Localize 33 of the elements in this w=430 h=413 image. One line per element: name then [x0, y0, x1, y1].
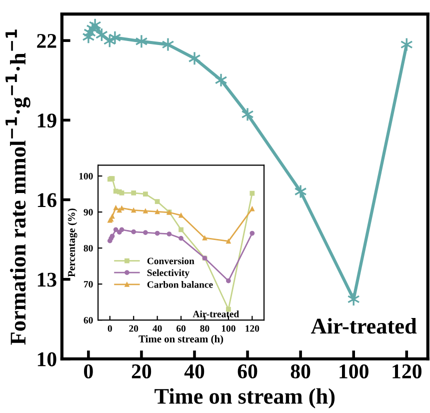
x-tick-label: 20	[129, 325, 138, 332]
annotation: Air-treated	[310, 318, 417, 334]
y-tick-label: 70	[84, 280, 93, 288]
x-axis-title: Time on stream (h)	[138, 335, 224, 345]
x-tick-label: 80	[290, 364, 310, 378]
x-tick-label: 80	[200, 325, 210, 332]
x-tick-label: 0	[84, 364, 93, 378]
x-tick-label: 100	[222, 325, 236, 332]
x-axis-title: Time on stream (h)	[154, 388, 335, 408]
x-tick-label: 60	[238, 364, 258, 378]
x-tick-label: 20	[132, 364, 152, 378]
y-tick-label: 19	[38, 114, 56, 128]
y-tick-label: 80	[84, 244, 93, 252]
x-tick-label: 120	[392, 364, 422, 378]
y-tick-label: 10	[38, 352, 56, 366]
legend-label: Carbon balance	[147, 281, 213, 288]
y-tick-label: 22	[37, 34, 56, 48]
y-tick-label: 90	[84, 208, 93, 216]
x-tick-label: 60	[176, 325, 186, 332]
y-tick-label: 13	[38, 272, 56, 287]
x-tick-label: 40	[184, 364, 204, 378]
legend-label: Selectivity	[147, 269, 190, 278]
y-axis-title: Formation rate mmol$^{−1}$·g$^{−1}$·h$^{−1}$	[6, 30, 30, 345]
y-tick-label: 16	[38, 193, 56, 208]
y-tick-label: 100	[79, 172, 93, 180]
annotation: Air-treated	[192, 310, 240, 318]
x-tick-label: 120	[246, 325, 260, 332]
y-axis-title: Percentage (%)	[68, 208, 78, 277]
x-tick-label: 0	[108, 325, 112, 332]
x-tick-label: 40	[152, 325, 162, 332]
x-tick-label: 100	[340, 364, 368, 378]
legend-label: Conversion	[147, 257, 194, 264]
y-tick-label: 60	[84, 316, 93, 324]
